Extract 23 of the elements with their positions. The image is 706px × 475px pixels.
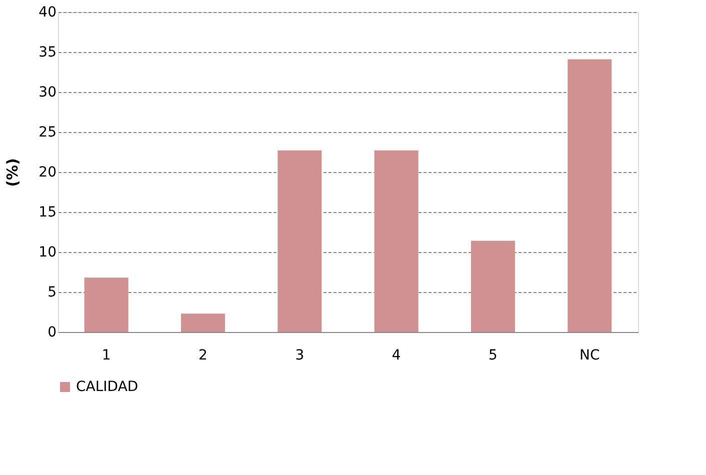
x-tick-label: 4 [392, 348, 401, 364]
bar [471, 240, 515, 332]
y-tick-label: 10 [38, 244, 56, 260]
y-tick-label: 30 [38, 84, 56, 100]
y-axis-title: (%) [4, 158, 22, 187]
x-tick-label: 3 [295, 348, 304, 364]
x-tick-label: 5 [488, 348, 498, 364]
bar [374, 150, 418, 332]
y-tick-label: 35 [38, 44, 56, 60]
bar [84, 278, 128, 332]
y-tick-label: 5 [48, 284, 56, 300]
y-tick-label: 20 [38, 164, 56, 180]
y-tick-label: 40 [38, 4, 56, 20]
bar [181, 314, 225, 332]
bar [568, 59, 612, 332]
y-tick-label: 25 [38, 124, 56, 140]
y-tick-label: 15 [38, 204, 56, 220]
x-tick-label: 2 [198, 348, 208, 364]
x-tick-label: 1 [102, 348, 111, 364]
legend-label: CALIDAD [76, 379, 138, 395]
y-tick-label: 0 [48, 324, 56, 340]
x-tick-label: NC [580, 348, 600, 364]
bar [278, 150, 322, 332]
